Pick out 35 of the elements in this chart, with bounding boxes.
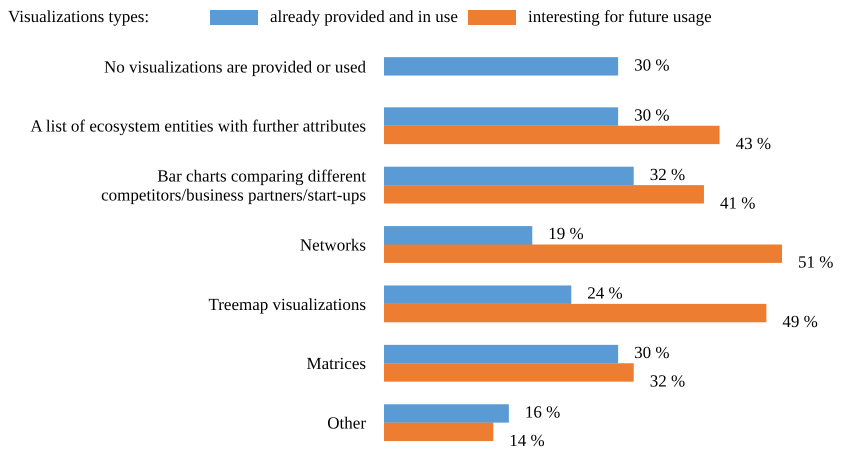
bar [384, 344, 618, 364]
legend-label: interesting for future usage [528, 7, 712, 26]
bar [384, 363, 634, 382]
data-label: 49 % [782, 312, 818, 332]
y-tick-label: Treemap visualizations [208, 294, 366, 314]
y-tick-label: Networks [300, 235, 366, 254]
y-tick-label: Matrices [306, 354, 366, 374]
y-tick-label: Other [327, 414, 366, 433]
bar [384, 107, 618, 126]
data-label: 51 % [798, 252, 834, 272]
bar [384, 285, 572, 304]
bar [384, 422, 494, 442]
data-label: 32 % [650, 164, 686, 184]
data-label: 30 % [634, 343, 670, 362]
bar [384, 304, 766, 322]
bar [384, 126, 720, 144]
data-label: 19 % [548, 224, 584, 244]
y-tick-label: No visualizations are provided or used [104, 57, 366, 76]
y-tick-label: Bar charts comparing different competitors/business partners/start-ups [101, 166, 366, 204]
legend-label: already provided and in use [270, 7, 458, 26]
data-label: 30 % [634, 55, 670, 74]
bar [384, 185, 704, 204]
data-label: 32 % [650, 371, 686, 390]
bar [384, 404, 509, 423]
data-label: 16 % [524, 402, 560, 422]
data-label: 43 % [736, 134, 771, 153]
legend-title: Visualizations types: [8, 7, 150, 26]
bar [384, 226, 532, 244]
data-label: 41 % [720, 193, 756, 212]
data-label: 14 % [509, 430, 545, 450]
data-label: 30 % [634, 105, 670, 124]
data-label: 24 % [587, 284, 623, 303]
bar [384, 244, 782, 263]
y-tick-label: A list of ecosystem entities with further attributes [30, 116, 366, 136]
bar [384, 166, 634, 186]
